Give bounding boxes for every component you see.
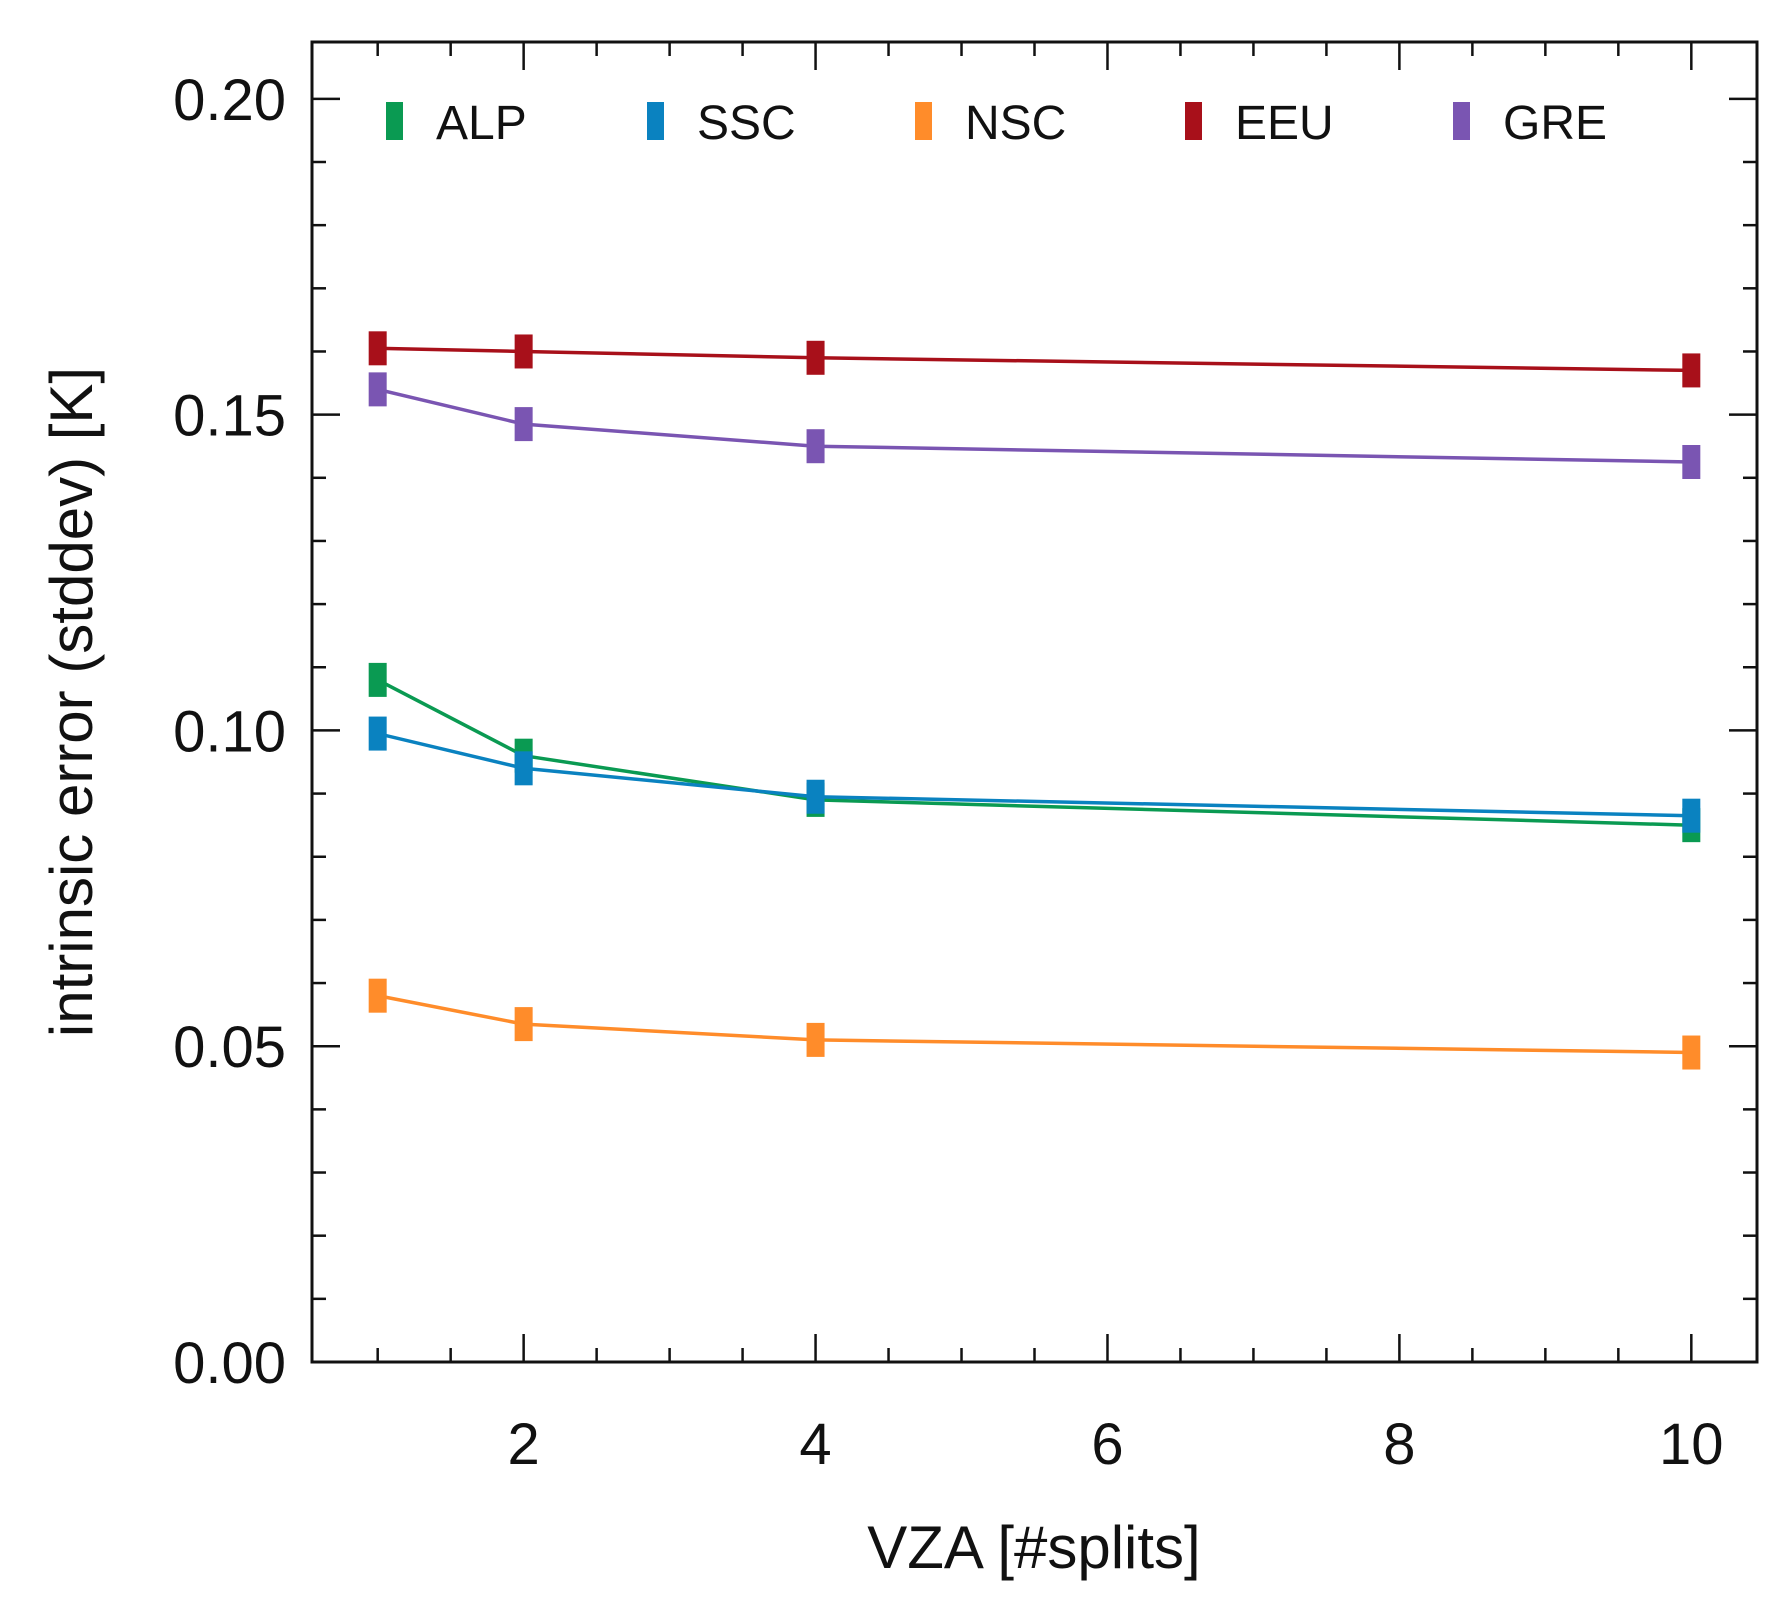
- legend-item-ssc: SSC: [647, 97, 796, 150]
- data-point-ssc: [806, 779, 825, 814]
- series-line-gre: [377, 387, 1692, 464]
- data-point-ssc: [514, 751, 533, 786]
- legend-label-gre: GRE: [1503, 97, 1607, 150]
- series-gre: [368, 372, 1701, 479]
- data-point-eeu: [514, 334, 533, 369]
- legend-swatch-alp: [386, 102, 403, 140]
- y-tick-label: 0.05: [173, 1015, 286, 1080]
- data-point-gre: [514, 407, 533, 442]
- y-tick-label: 0.10: [173, 699, 286, 764]
- legend-swatch-gre: [1453, 102, 1470, 140]
- legend-label-alp: ALP: [436, 97, 527, 150]
- data-point-eeu: [806, 340, 825, 375]
- x-axis-title: VZA [#splits]: [867, 1514, 1200, 1581]
- data-point-nsc: [514, 1007, 533, 1042]
- data-point-nsc: [806, 1022, 825, 1057]
- series-line-alp: [376, 678, 1692, 827]
- data-point-eeu: [368, 331, 387, 366]
- legend-item-gre: GRE: [1453, 97, 1607, 150]
- x-tick-label: 4: [799, 1412, 831, 1477]
- legend-swatch-eeu: [1185, 102, 1202, 140]
- legend-label-eeu: EEU: [1235, 97, 1334, 150]
- plot-frame: [310, 40, 1759, 1364]
- y-tick-label: 0.20: [173, 68, 286, 133]
- legend-label-ssc: SSC: [697, 97, 796, 150]
- data-point-gre: [1682, 445, 1701, 479]
- data-point-alp: [368, 662, 387, 697]
- labels-layer: 2 4 6 8 10 0.00 0.05 0.10 0.15 0.20: [173, 68, 1723, 1477]
- data-point-nsc: [1682, 1035, 1701, 1070]
- series-layer: [368, 331, 1701, 1070]
- data-point-eeu: [1682, 353, 1701, 388]
- legend-swatch-nsc: [915, 102, 932, 140]
- data-point-nsc: [368, 978, 387, 1013]
- y-axis-title: intrinsic error (stddev) [K]: [38, 367, 105, 1037]
- legend-label-nsc: NSC: [965, 97, 1066, 150]
- ticks-layer: [312, 42, 1757, 1362]
- series-ssc: [368, 716, 1701, 833]
- y-tick-label: 0.15: [173, 384, 286, 449]
- data-point-ssc: [1682, 798, 1701, 833]
- x-tick-label: 6: [1091, 1412, 1123, 1477]
- data-point-gre: [806, 429, 825, 464]
- legend-item-nsc: NSC: [915, 97, 1066, 150]
- x-tick-label: 2: [508, 1412, 540, 1477]
- series-nsc: [368, 978, 1701, 1070]
- series-line-eeu: [377, 346, 1692, 373]
- series-eeu: [368, 331, 1701, 388]
- legend: ALP SSC NSC EEU GRE: [386, 97, 1607, 150]
- legend-item-eeu: EEU: [1185, 97, 1334, 150]
- data-point-ssc: [368, 716, 387, 751]
- data-point-gre: [368, 372, 387, 407]
- series-line-nsc: [377, 993, 1692, 1055]
- x-tick-label: 10: [1659, 1412, 1724, 1477]
- x-tick-label: 8: [1383, 1412, 1415, 1477]
- series-line-ssc: [377, 731, 1692, 818]
- legend-swatch-ssc: [647, 102, 664, 140]
- y-tick-label: 0.00: [173, 1331, 286, 1396]
- legend-item-alp: ALP: [386, 97, 527, 150]
